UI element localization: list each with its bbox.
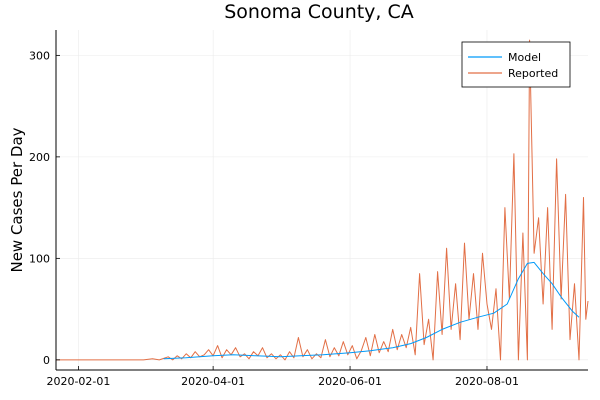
legend-label-reported: Reported — [508, 67, 558, 80]
legend-box — [461, 41, 571, 88]
chart-title: Sonoma County, CA — [224, 1, 414, 23]
x-tick-label: 2020-06-01 — [318, 375, 382, 388]
axes — [55, 30, 588, 371]
y-axis-label: New Cases Per Day — [8, 127, 26, 272]
legend-label-model: Model — [508, 51, 541, 64]
x-tick-label: 2020-02-01 — [46, 375, 110, 388]
series-line-model — [163, 261, 580, 360]
y-tick-label: 200 — [29, 151, 50, 164]
x-tick-label: 2020-08-01 — [455, 375, 519, 388]
x-tick-label: 2020-04-01 — [181, 375, 245, 388]
y-tick-label: 300 — [29, 49, 50, 62]
y-tick-label: 0 — [43, 354, 50, 367]
y-tick-label: 100 — [29, 252, 50, 265]
series — [56, 39, 589, 361]
legend: Model Reported — [461, 41, 571, 88]
series-line-reported — [56, 39, 589, 361]
y-ticks: 0 100 200 300 — [29, 49, 50, 366]
x-ticks: 2020-02-01 2020-04-01 2020-06-01 2020-08-01 — [46, 375, 518, 388]
